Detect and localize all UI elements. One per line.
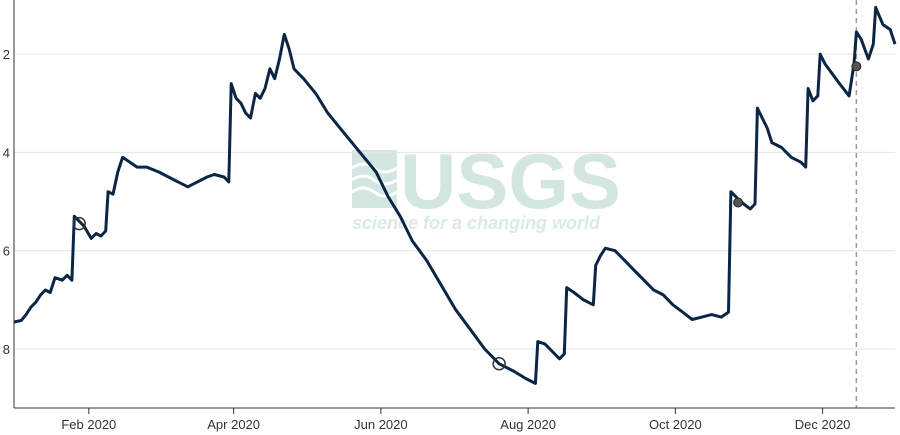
x-tick-label: Oct 2020 (649, 417, 702, 432)
open-marker[interactable] (72, 216, 86, 231)
x-tick-label: Dec 2020 (795, 417, 851, 432)
filled-marker[interactable] (733, 197, 744, 208)
open-marker[interactable] (492, 357, 506, 371)
y-tick-label: 6 (3, 244, 10, 259)
series-line (13, 5, 897, 385)
series-group (13, 5, 897, 385)
x-tick-label: Aug 2020 (500, 417, 556, 432)
watermark-text: USGS (400, 137, 621, 225)
y-tick-labels: 2 4 6 8 (3, 47, 10, 357)
usgs-watermark: USGS science for a changing world (351, 137, 621, 233)
axes-group (13, 0, 895, 409)
x-tick-label: Jun 2020 (354, 417, 408, 432)
watermark-subtext: science for a changing world (352, 213, 601, 233)
x-tick-labels: Feb 2020 Apr 2020 Jun 2020 Aug 2020 Oct 2020… (61, 408, 850, 432)
grid-lines (14, 53, 895, 350)
x-tick-label: Apr 2020 (207, 417, 260, 432)
markers-group (72, 61, 862, 371)
y-tick-label: 4 (3, 145, 10, 160)
y-tick-label: 2 (3, 47, 10, 62)
filled-marker[interactable] (851, 61, 862, 72)
x-tick-label: Feb 2020 (61, 417, 116, 432)
y-tick-label: 8 (3, 342, 10, 357)
